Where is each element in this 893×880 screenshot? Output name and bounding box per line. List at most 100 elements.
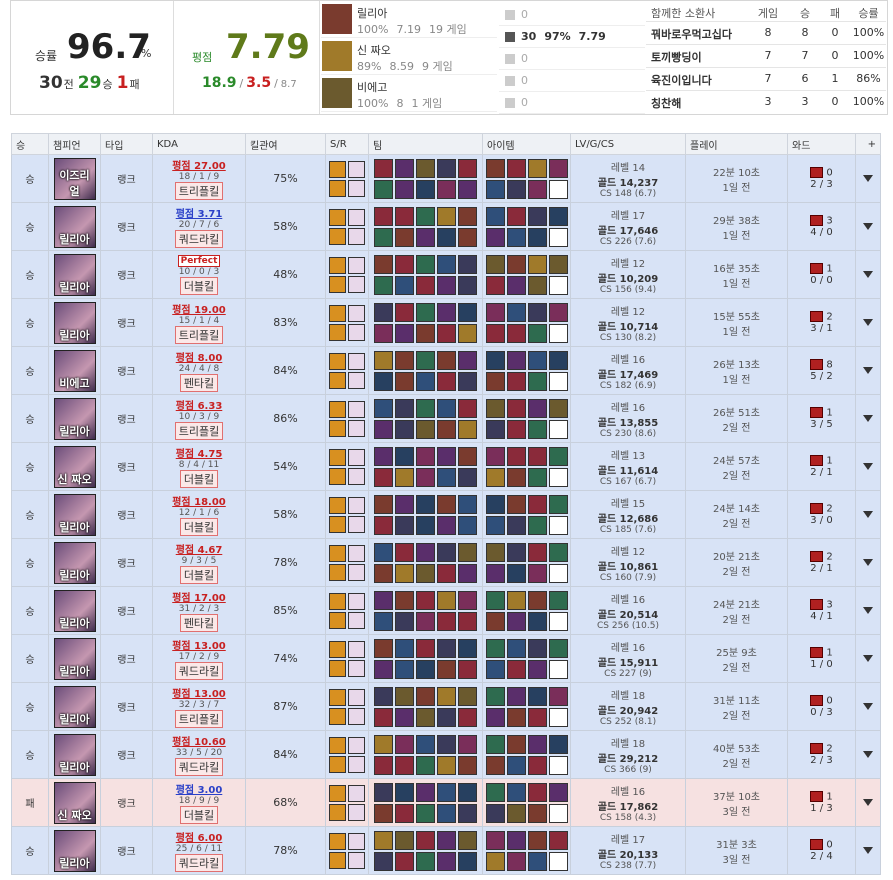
item-icon xyxy=(485,206,505,226)
position-stat: 0 xyxy=(499,92,645,114)
position-games: 0 xyxy=(521,96,528,109)
spells-runes xyxy=(325,250,369,299)
expand-button[interactable] xyxy=(863,703,873,710)
team-champion-icon xyxy=(395,371,414,391)
expand xyxy=(855,442,881,491)
spell-icon xyxy=(348,179,365,197)
ward-icon xyxy=(810,263,824,275)
gold: 골드 20,514 xyxy=(597,609,659,621)
expand-button[interactable] xyxy=(863,175,873,182)
spell-icon xyxy=(348,563,365,581)
spells-runes xyxy=(325,730,369,779)
duo-stat: 3 xyxy=(764,95,772,108)
champion: 비에고 xyxy=(48,346,101,395)
expand-button[interactable] xyxy=(863,751,873,758)
expand-button[interactable] xyxy=(863,319,873,326)
champion-portrait: 릴리아 xyxy=(53,637,96,680)
item-icon xyxy=(506,515,526,535)
team-champion-icon xyxy=(395,782,414,802)
item-icon xyxy=(527,515,547,535)
kda: 10 / 3 / 9 xyxy=(178,412,220,422)
expand-button[interactable] xyxy=(863,271,873,278)
team-champion-icon xyxy=(416,179,435,199)
team-champion-icon xyxy=(395,158,414,178)
ward-icon xyxy=(810,791,824,803)
team-champion-icon xyxy=(458,446,477,466)
team-champion-icon xyxy=(458,302,477,322)
wards-placed: 1 xyxy=(826,455,833,467)
play: 16분 35초 1일 전 xyxy=(685,250,788,299)
ward-icon xyxy=(810,359,824,371)
item-icon xyxy=(527,542,547,562)
ago: 2일 전 xyxy=(722,614,751,626)
duration: 40분 53초 xyxy=(712,743,761,755)
match-row: 승 릴리아 랭크 평점 13.00 17 / 2 / 9 쿼드라킬 74% 레벨 16 골드 1… xyxy=(11,634,881,683)
champion-portrait: 릴리아 xyxy=(53,541,96,584)
team-champion-icon xyxy=(437,179,456,199)
expand-button[interactable] xyxy=(863,847,873,854)
spell-icon xyxy=(329,736,346,754)
team-champion-icon xyxy=(374,227,393,247)
expand-button[interactable] xyxy=(863,511,873,518)
duration: 37분 10초 xyxy=(712,791,761,803)
spells-runes xyxy=(325,154,369,203)
champion: 릴리아 xyxy=(48,538,101,587)
team-champion-icon xyxy=(374,515,393,535)
champion-portrait: 릴리아 xyxy=(53,589,96,632)
match-row: 승 릴리아 랭크 Perfect 10 / 0 / 3 더블킬 48% 레벨 12 골드 10,… xyxy=(11,250,881,299)
item-icon xyxy=(527,782,547,802)
kda-cell: 평점 10.60 33 / 5 / 20 쿼드라킬 xyxy=(152,730,246,779)
spells-runes xyxy=(325,202,369,251)
champion: 신 짜오 xyxy=(48,442,101,491)
result: 승 xyxy=(11,490,49,539)
item-icon xyxy=(548,227,568,247)
kill-participation: 75% xyxy=(245,154,326,203)
kda-cell: 평점 17.00 31 / 2 / 3 펜타킬 xyxy=(152,586,246,635)
item-icon xyxy=(506,350,526,370)
duo-header: 함께한 소환사 xyxy=(651,7,716,20)
rating: 평점 10.60 xyxy=(172,737,226,748)
team-champion-icon xyxy=(458,398,477,418)
ward-line: 3 xyxy=(788,215,855,227)
item-icon xyxy=(548,686,568,706)
item-icon xyxy=(506,782,526,802)
team-champion-icon xyxy=(437,302,456,322)
team-champion-icon xyxy=(458,179,477,199)
expand-button[interactable] xyxy=(863,799,873,806)
expand-button[interactable] xyxy=(863,367,873,374)
spells-runes xyxy=(325,346,369,395)
level-gold-cs: 레벨 17 골드 20,133 CS 238 (7.7) xyxy=(570,826,686,875)
team xyxy=(368,730,483,779)
kill-participation: 86% xyxy=(245,394,326,443)
kill-participation: 78% xyxy=(245,826,326,875)
item-icon xyxy=(485,686,505,706)
expand-button[interactable] xyxy=(863,223,873,230)
team-champion-icon xyxy=(374,611,393,631)
item-icon xyxy=(485,350,505,370)
spell-icon xyxy=(329,467,346,485)
expand-button[interactable] xyxy=(863,463,873,470)
play: 26분 13초 1일 전 xyxy=(685,346,788,395)
wards-placed: 2 xyxy=(826,503,833,515)
expand-button[interactable] xyxy=(863,559,873,566)
expand-button[interactable] xyxy=(863,655,873,662)
kda: 8 / 4 / 11 xyxy=(178,460,220,470)
spell-icon xyxy=(329,611,346,629)
kill-participation: 68% xyxy=(245,778,326,827)
expand-button[interactable] xyxy=(863,607,873,614)
ward-kills: 0 / 0 xyxy=(810,274,833,286)
ward-kills: 3 / 1 xyxy=(810,322,833,334)
cs: CS 256 (10.5) xyxy=(597,620,659,631)
team-champion-icon xyxy=(416,686,435,706)
team-champion-icon xyxy=(458,515,477,535)
expand-button[interactable] xyxy=(863,415,873,422)
avg-kda: 18.9/3.5/8.7 xyxy=(202,75,297,91)
cs: CS 158 (4.3) xyxy=(599,812,657,823)
team-champion-icon xyxy=(395,707,414,727)
rating: Perfect xyxy=(177,254,221,267)
team-champion-icon xyxy=(374,542,393,562)
champion-name: 릴리아 xyxy=(59,280,90,294)
